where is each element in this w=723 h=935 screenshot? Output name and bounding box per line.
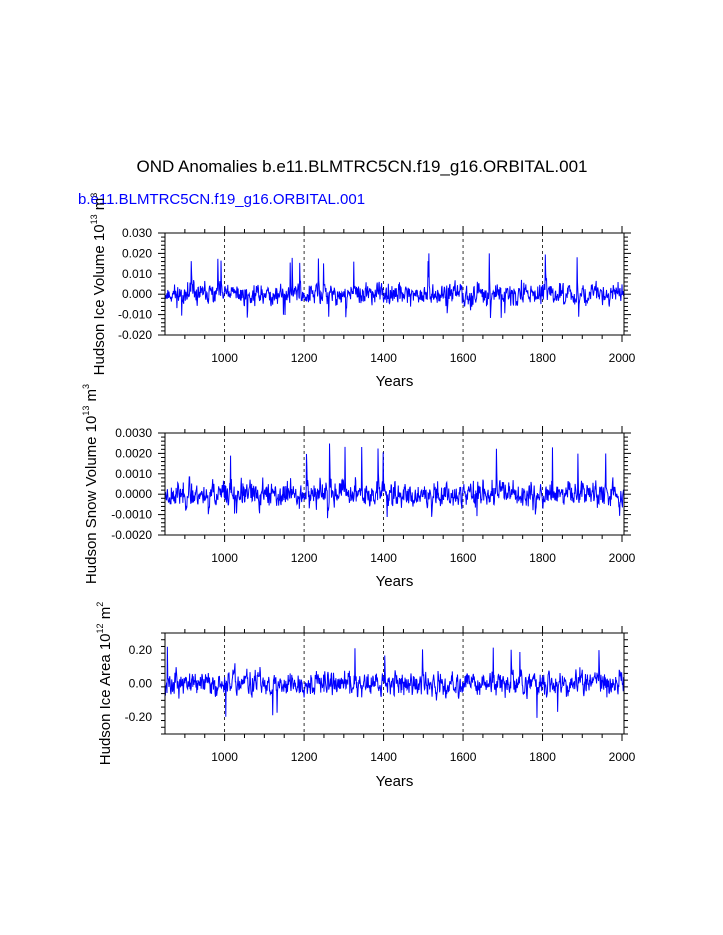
y-axis-label-unit: m <box>91 198 108 215</box>
x-tick-label: 1000 <box>211 351 238 365</box>
x-axis-label: Years <box>376 573 414 590</box>
y-tick-label: 0.0010 <box>115 467 152 481</box>
x-tick-label: 1400 <box>370 351 397 365</box>
y-axis-label-text: Hudson Snow Volume 10 <box>83 416 100 584</box>
y-axis-label-unit-exponent: 3 <box>89 193 99 198</box>
plot-frame <box>164 632 625 735</box>
y-tick-label: 0.000 <box>122 287 152 301</box>
series-line <box>164 646 625 718</box>
y-axis-label-exponent: 13 <box>89 214 99 224</box>
y-tick-label: 0.0020 <box>115 446 152 460</box>
x-tick-label: 1200 <box>291 551 318 565</box>
y-tick-label: -0.0020 <box>111 528 152 542</box>
y-tick-label: -0.020 <box>118 328 152 342</box>
y-axis-label-exponent: 13 <box>81 406 91 416</box>
y-tick-label: -0.20 <box>125 710 153 724</box>
x-axis-label: Years <box>376 773 414 790</box>
y-axis-label-unit-exponent: 3 <box>81 384 91 389</box>
x-tick-label: 1600 <box>450 750 477 764</box>
y-tick-label: 0.00 <box>129 677 153 691</box>
y-tick-label: 0.030 <box>122 226 152 240</box>
x-tick-label: 1200 <box>291 351 318 365</box>
y-tick-label: 0.020 <box>122 246 152 260</box>
x-tick-label: 1400 <box>370 551 397 565</box>
panel-hudson-snow-volume: 1000 1200 1400 1600 1800 2000 -0.0020 -0.0010 0.… <box>81 384 636 590</box>
series-line <box>164 253 625 318</box>
x-tick-label: 2000 <box>609 750 636 764</box>
y-tick-label: 0.0000 <box>115 487 152 501</box>
y-axis-label: Hudson Ice Area 1012 m2 <box>95 602 114 765</box>
x-tick-label: 1200 <box>291 750 318 764</box>
x-tick-label: 1000 <box>211 551 238 565</box>
y-tick-label: -0.0010 <box>111 508 152 522</box>
y-axis-label: Hudson Ice Volume 1013 m3 <box>89 193 108 376</box>
series-line <box>164 443 625 519</box>
x-axis-label: Years <box>376 373 414 390</box>
x-tick-label: 1400 <box>370 750 397 764</box>
x-tick-label: 1000 <box>211 750 238 764</box>
y-tick-label: -0.010 <box>118 308 152 322</box>
x-tick-label: 1800 <box>529 351 556 365</box>
y-axis-label-text: Hudson Ice Volume 10 <box>91 224 108 375</box>
x-tick-label: 1800 <box>529 551 556 565</box>
x-tick-label: 1600 <box>450 551 477 565</box>
y-axis-label-unit-exponent: 2 <box>95 602 105 607</box>
y-tick-label: 0.0030 <box>115 426 152 440</box>
y-axis-label-unit: m <box>97 607 114 624</box>
y-tick-label: 0.20 <box>129 643 153 657</box>
plot-frame <box>164 232 625 336</box>
y-axis-label-text: Hudson Ice Area 10 <box>97 633 114 765</box>
y-axis-label-unit: m <box>83 389 100 406</box>
x-tick-label: 1600 <box>450 351 477 365</box>
panel-hudson-ice-area: 1000 1200 1400 1600 1800 2000 -0.20 0.00 0.20 Yea… <box>95 602 636 790</box>
y-axis-label: Hudson Snow Volume 1013 m3 <box>81 384 100 584</box>
figure-subtitle: b.e11.BLMTRC5CN.f19_g16.ORBITAL.001 <box>78 191 365 208</box>
y-axis-label-exponent: 12 <box>95 623 105 633</box>
y-tick-label: 0.010 <box>122 267 152 281</box>
plot-frame <box>164 432 625 536</box>
x-tick-label: 2000 <box>609 351 636 365</box>
figure-title: OND Anomalies b.e11.BLMTRC5CN.f19_g16.OR… <box>136 157 587 176</box>
x-tick-label: 2000 <box>609 551 636 565</box>
panel-hudson-ice-volume: 1000 1200 1400 1600 1800 2000 -0.020 -0.010 0.00… <box>89 193 636 390</box>
x-tick-label: 1800 <box>529 750 556 764</box>
